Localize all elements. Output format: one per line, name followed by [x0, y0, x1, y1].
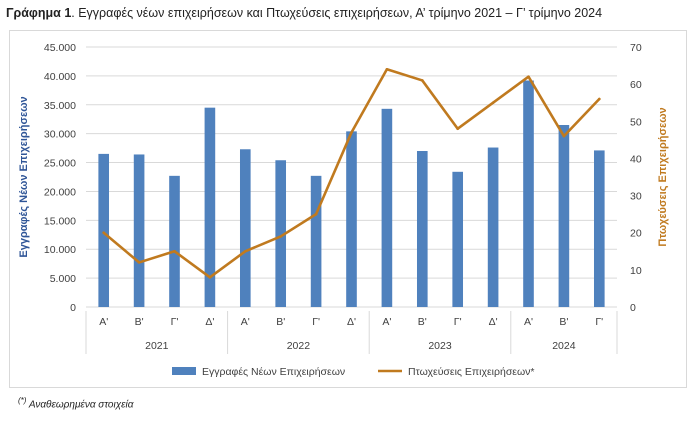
footnote-text: Αναθεωρημένα στοιχεία [26, 399, 134, 411]
left-axis-tick-label: 0 [70, 302, 76, 314]
legend-swatch-bars [172, 367, 196, 375]
bar [133, 154, 145, 307]
line-point [491, 101, 495, 105]
category-label: Α' [99, 316, 108, 328]
line-point [385, 67, 389, 71]
bar [275, 160, 287, 307]
chart-title-prefix: Γράφημα 1 [6, 6, 72, 20]
category-label: Α' [524, 316, 533, 328]
right-axis-tick-label: 0 [630, 302, 636, 314]
category-label: Γ' [312, 316, 320, 328]
line-point [598, 97, 601, 101]
right-axis-tick-label: 70 [630, 42, 642, 54]
chart-frame [9, 30, 687, 388]
year-label: 2022 [287, 340, 311, 352]
year-label: 2023 [428, 340, 452, 352]
category-label: Β' [418, 316, 427, 328]
category-label: Δ' [347, 316, 356, 328]
right-axis-tick-label: 40 [630, 153, 642, 165]
category-label: Β' [276, 316, 285, 328]
left-axis-tick-label: 30.000 [44, 129, 76, 141]
left-axis-tick-label: 5.000 [50, 273, 76, 285]
bar [416, 151, 428, 307]
category-label: Δ' [489, 316, 498, 328]
line-point [279, 235, 283, 238]
bar [523, 80, 534, 307]
right-axis-tick-label: 30 [630, 191, 642, 203]
line-point [208, 275, 212, 279]
line-point [137, 261, 141, 264]
left-axis-tick-label: 10.000 [44, 244, 76, 256]
category-label: Γ' [454, 316, 462, 328]
line-point [421, 79, 424, 82]
line-point [456, 127, 460, 131]
year-label: 2021 [145, 340, 169, 352]
category-label: Γ' [171, 316, 179, 328]
bar [346, 131, 357, 307]
left-axis-tick-label: 25.000 [44, 158, 76, 170]
right-axis-tick-label: 20 [630, 228, 642, 240]
year-label: 2024 [552, 340, 576, 352]
bar [558, 125, 570, 307]
left-axis-tick-label: 35.000 [44, 100, 76, 112]
bar [452, 171, 464, 307]
left-axis-tick-label: 40.000 [44, 71, 76, 83]
bar [239, 149, 251, 307]
line-point [314, 212, 318, 216]
category-label: Δ' [205, 316, 214, 328]
bar [169, 175, 180, 307]
bar [487, 147, 499, 307]
line-point [244, 249, 247, 253]
line-point [350, 131, 353, 134]
line-point [173, 249, 176, 253]
left-axis-tick-label: 15.000 [44, 215, 76, 227]
line-point [562, 134, 566, 138]
category-label: Β' [135, 316, 144, 328]
footnote: (*) Αναθεωρημένα στοιχεία [18, 396, 133, 410]
bar [310, 175, 322, 307]
right-axis-title: Πτωχεύσεις Επιχειρήσεων [657, 107, 669, 246]
bar [381, 108, 393, 307]
bar [204, 107, 216, 308]
legend-label-bars: Εγγραφές Νέων Επιχειρήσεων [202, 366, 345, 378]
right-axis-tick-label: 10 [630, 265, 642, 277]
left-axis-tick-label: 45.000 [44, 42, 76, 54]
left-axis-title: Εγγραφές Νέων Επιχειρήσεων [18, 96, 30, 257]
left-axis-tick-label: 20.000 [44, 186, 76, 198]
line-point [102, 231, 105, 235]
category-label: Β' [559, 316, 568, 328]
right-axis-tick-label: 50 [630, 116, 642, 128]
bar [98, 153, 110, 307]
legend-label-line: Πτωχεύσεις Επιχειρήσεων* [408, 366, 535, 378]
footnote-mark: (*) [18, 396, 27, 405]
chart-title: Γράφημα 1. Εγγραφές νέων επιχειρήσεων κα… [6, 6, 602, 20]
line-point [527, 75, 530, 79]
category-label: Α' [382, 316, 391, 328]
category-label: Α' [241, 316, 250, 328]
right-axis-tick-label: 60 [630, 79, 642, 91]
category-label: Γ' [595, 316, 603, 328]
bar [593, 150, 605, 307]
chart-title-text: . Εγγραφές νέων επιχειρήσεων και Πτωχεύσ… [71, 6, 603, 20]
